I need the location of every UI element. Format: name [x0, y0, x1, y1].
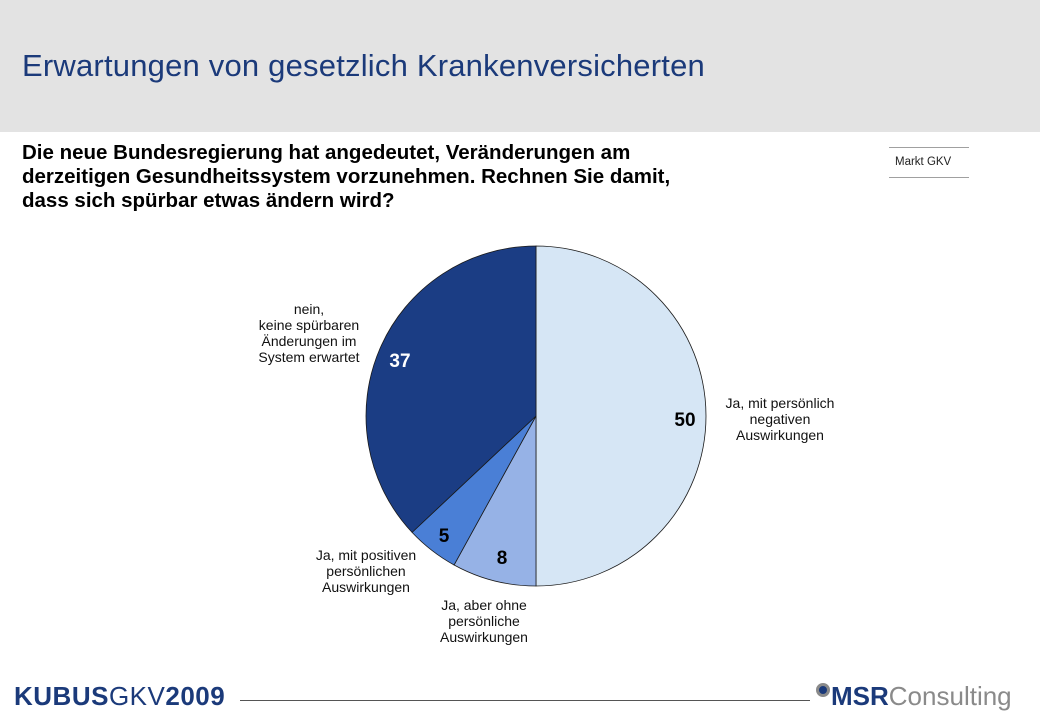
slice-category-label: Auswirkungen — [322, 579, 410, 595]
slice-category-label: Ja, mit positiven — [316, 547, 416, 563]
slice-category-label: Auswirkungen — [736, 427, 824, 443]
slice-category-label: System erwartet — [258, 349, 359, 365]
slice-value-label: 8 — [497, 548, 508, 569]
slice-value-label: 50 — [674, 410, 695, 431]
logo-part: Consulting — [888, 681, 1012, 711]
logo-part: MSR — [831, 681, 889, 711]
brand-part: 2009 — [165, 681, 226, 711]
slice-category-label: negativen — [750, 411, 811, 427]
slice-category-label: nein, — [294, 301, 324, 317]
msr-consulting-logo: MSRConsulting — [816, 681, 1012, 712]
question-line: derzeitigen Gesundheitssystem vorzunehme… — [22, 165, 671, 188]
slice-value-label: 37 — [389, 351, 410, 372]
brand-part: GKV — [108, 681, 166, 711]
slice-category-label: Auswirkungen — [440, 629, 528, 645]
market-tag: Markt GKV — [889, 147, 969, 178]
question-line: dass sich spürbar etwas ändern wird? — [22, 189, 395, 212]
footer-divider — [240, 700, 810, 701]
slice-category-label: Ja, mit persönlich — [726, 395, 835, 411]
page-title: Erwartungen von gesetzlich Krankenversic… — [22, 48, 705, 83]
slice-category-label: persönliche — [448, 613, 520, 629]
slice-category-label: Ja, aber ohne — [441, 597, 527, 613]
slice-category-label: Änderungen im — [262, 333, 357, 349]
msr-dot-icon — [816, 683, 830, 697]
brand-part: KUBUS — [14, 681, 109, 711]
pie-slice — [365, 245, 537, 533]
slice-category-label: keine spürbaren — [259, 317, 359, 333]
pie-slice — [535, 245, 707, 587]
question-line: Die neue Bundesregierung hat angedeutet,… — [22, 141, 631, 164]
survey-question: Die neue Bundesregierung hat angedeutet,… — [22, 141, 812, 213]
header-band — [0, 0, 1040, 132]
slice-value-label: 5 — [439, 526, 450, 547]
kubus-brand-logo: KUBUSGKV2009 — [14, 681, 225, 712]
slice-category-label: persönlichen — [326, 563, 405, 579]
